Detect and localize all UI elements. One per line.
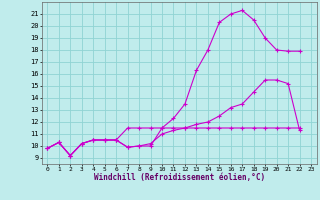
X-axis label: Windchill (Refroidissement éolien,°C): Windchill (Refroidissement éolien,°C) (94, 173, 265, 182)
